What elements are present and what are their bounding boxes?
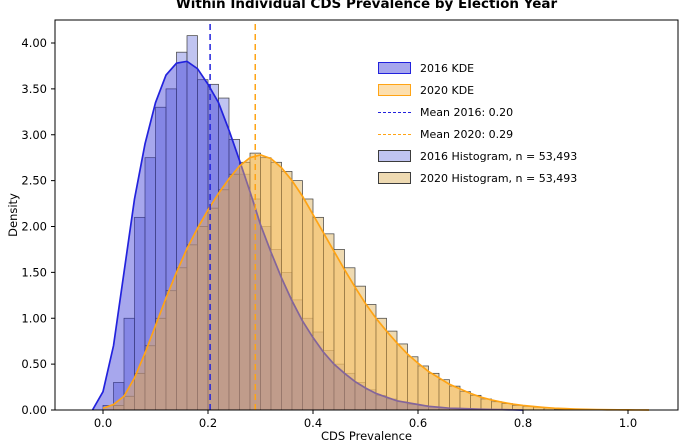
x-tick-label: 0.2 xyxy=(199,416,217,430)
legend-entry: 2020 KDE xyxy=(378,79,577,101)
kde-line-2020 xyxy=(102,154,650,411)
x-tick-label: 0.0 xyxy=(94,416,112,430)
axes-spines xyxy=(54,19,679,411)
x-axis-label: CDS Prevalence xyxy=(321,429,412,443)
y-tick-label: 4.00 xyxy=(21,36,47,50)
legend-label: 2020 KDE xyxy=(420,83,475,97)
y-tick-label: 3.00 xyxy=(21,128,47,142)
kde-fill-2020 xyxy=(103,154,649,410)
legend-entry: 2020 Histogram, n = 53,493 xyxy=(378,167,577,189)
y-tick-label: 0.50 xyxy=(21,357,47,371)
y-tick-label: 1.50 xyxy=(21,265,47,279)
legend-patch-swatch xyxy=(378,172,411,184)
y-tick-label: 1.00 xyxy=(21,311,47,325)
x-tick-label: 0.6 xyxy=(409,416,427,430)
y-axis-label: Density xyxy=(6,193,20,237)
legend-patch-swatch xyxy=(378,62,411,74)
legend-dashed-line-swatch xyxy=(378,133,411,135)
x-tick-label: 0.4 xyxy=(304,416,322,430)
x-tick-label: 1.0 xyxy=(619,416,637,430)
legend-patch-swatch xyxy=(378,84,411,96)
legend-patch-swatch xyxy=(378,150,411,162)
y-tick-label: 2.00 xyxy=(21,220,47,234)
legend: 2016 KDE 2020 KDE Mean 2016: 0.20 Mean 2020… xyxy=(378,57,577,189)
legend-entry: Mean 2016: 0.20 xyxy=(378,101,577,123)
legend-label: 2016 KDE xyxy=(420,61,475,75)
legend-entry: Mean 2020: 0.29 xyxy=(378,123,577,145)
legend-label: Mean 2016: 0.20 xyxy=(420,105,514,119)
legend-label: 2020 Histogram, n = 53,493 xyxy=(420,171,578,185)
chart-title: Within Individual CDS Prevalence by Elec… xyxy=(175,0,558,12)
legend-dashed-line-swatch xyxy=(378,111,411,113)
y-tick-label: 3.50 xyxy=(21,82,47,96)
legend-entry: 2016 Histogram, n = 53,493 xyxy=(378,145,577,167)
legend-label: 2016 Histogram, n = 53,493 xyxy=(420,149,578,163)
x-tick-label: 0.8 xyxy=(514,416,532,430)
kde-line-2016 xyxy=(91,60,524,411)
kde-fill-2016 xyxy=(92,61,523,410)
y-tick-label: 0.00 xyxy=(21,403,47,417)
legend-entry: 2016 KDE xyxy=(378,57,577,79)
legend-label: Mean 2020: 0.29 xyxy=(420,127,514,141)
y-tick-label: 2.50 xyxy=(21,174,47,188)
